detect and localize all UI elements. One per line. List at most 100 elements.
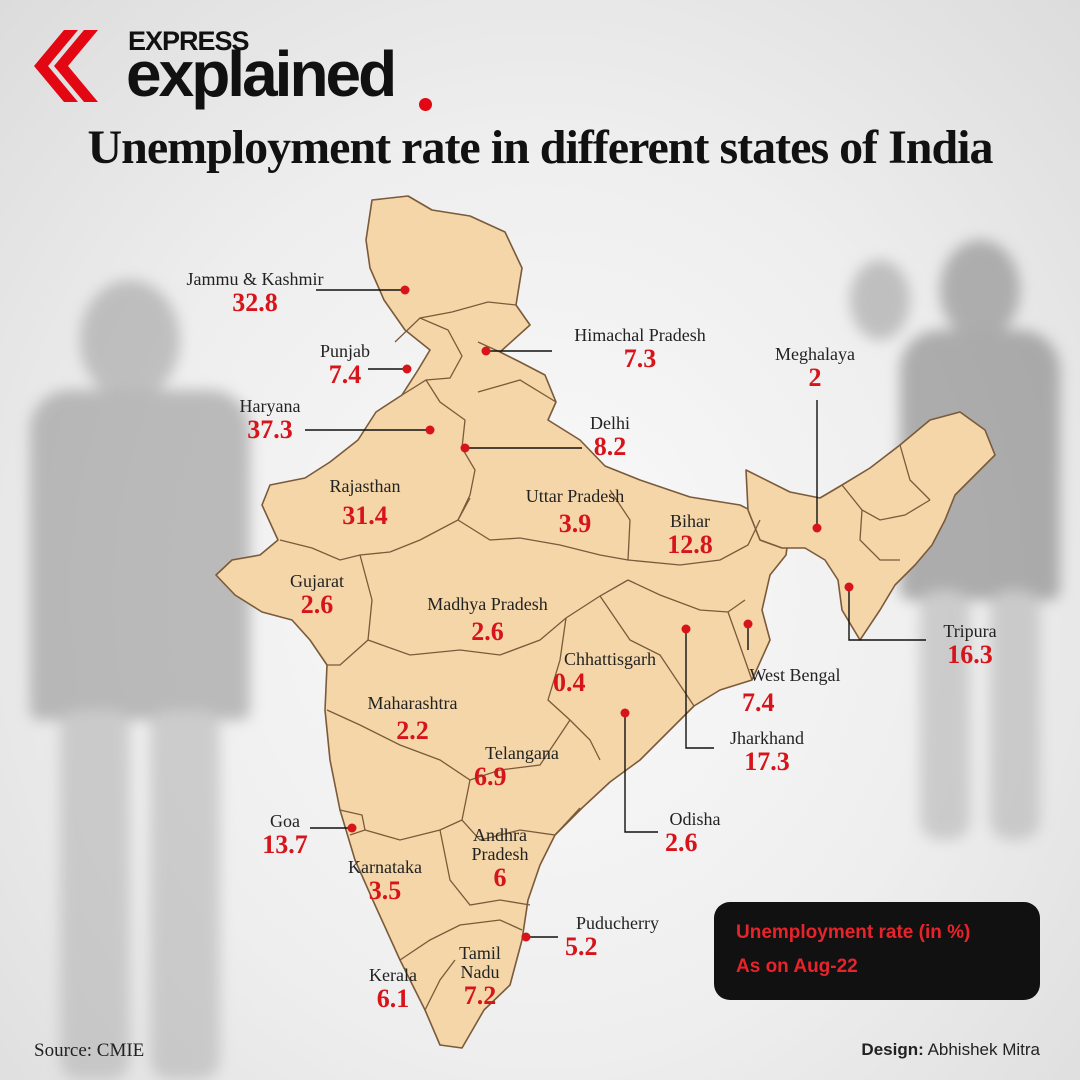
- border-rajasthan-south: [279, 497, 471, 561]
- background-figure-left: [20, 280, 260, 1080]
- border-uk: [477, 379, 557, 403]
- state-name: Madhya Pradesh: [427, 594, 548, 614]
- page-title: Unemployment rate in different states of…: [87, 121, 993, 174]
- state-value: 7.4: [328, 359, 362, 389]
- label-west-bengal: West Bengal 7.4: [730, 665, 860, 717]
- state-value: 2: [808, 362, 822, 392]
- state-value: 6.9: [474, 761, 507, 791]
- state-markers: [347, 285, 854, 942]
- state-name: Telangana: [485, 743, 559, 763]
- label-haryana: Haryana 37.3: [215, 396, 325, 444]
- logo-explained-text: explained: [126, 38, 397, 110]
- border-jk-hp: [419, 301, 517, 319]
- label-puducherry: Puducherry 5.2: [555, 913, 680, 961]
- state-value: 13.7: [262, 829, 308, 859]
- state-name: West Bengal: [749, 665, 841, 685]
- state-name: Kerala: [369, 965, 417, 985]
- border-goa: [339, 809, 366, 836]
- state-value: 6: [493, 862, 507, 892]
- state-value: 2.2: [396, 715, 429, 745]
- state-value: 12.8: [667, 529, 713, 559]
- marker-punjab: [402, 364, 412, 374]
- label-madhya-pradesh: Madhya Pradesh 2.6: [400, 594, 575, 646]
- source-credit: Source: CMIE: [34, 1040, 145, 1061]
- state-name: Chhattisgarh: [564, 649, 656, 669]
- marker-meghalaya: [812, 523, 822, 533]
- express-explained-logo: EXPRESS explained: [30, 14, 432, 114]
- state-value: 5.2: [565, 931, 598, 961]
- border-ne-1: [841, 484, 931, 521]
- india-outline: [215, 195, 996, 1049]
- state-name-line2: Nadu: [460, 961, 500, 982]
- design-credit: Design: Abhishek Mitra: [861, 1040, 1040, 1060]
- label-rajasthan: Rajasthan 31.4: [300, 476, 430, 530]
- state-value: 31.4: [342, 500, 388, 530]
- state-value: 2.6: [665, 827, 698, 857]
- label-himachal-pradesh: Himachal Pradesh 7.3: [540, 325, 740, 373]
- state-name: Jharkhand: [730, 728, 804, 748]
- state-name: Puducherry: [576, 913, 659, 933]
- marker-jammu-kashmir: [400, 285, 410, 295]
- state-value: 6.1: [376, 983, 410, 1013]
- logo-express-text: EXPRESS: [128, 26, 250, 56]
- leader-odisha: [624, 713, 658, 833]
- leader-lines: [305, 289, 926, 938]
- state-name-line2: Pradesh: [471, 843, 529, 864]
- border-karnataka: [364, 819, 463, 841]
- label-meghalaya: Meghalaya 2: [750, 344, 880, 392]
- legend-title: Unemployment rate (in %): [736, 922, 971, 943]
- mainland-outline: [215, 195, 791, 1049]
- border-mp-south: [367, 579, 629, 656]
- design-label: Design:: [861, 1040, 924, 1059]
- border-maharashtra: [326, 709, 571, 781]
- state-name: Bihar: [670, 511, 710, 531]
- state-name: Meghalaya: [775, 344, 855, 364]
- border-ne-3: [899, 444, 931, 501]
- label-telangana: Telangana 6.9: [462, 743, 582, 791]
- state-value: 7.3: [623, 343, 657, 373]
- state-name: Rajasthan: [329, 476, 401, 496]
- border-up-mp: [457, 489, 631, 561]
- state-value: 3.9: [558, 508, 592, 538]
- border-tn: [399, 919, 523, 961]
- border-ap: [439, 829, 531, 906]
- marker-goa: [347, 823, 357, 833]
- marker-odisha: [620, 708, 630, 718]
- state-name: Jammu & Kashmir: [186, 269, 324, 289]
- border-bihar: [627, 519, 761, 566]
- marker-himachal-pradesh: [481, 346, 491, 356]
- state-name: Tripura: [943, 621, 997, 641]
- label-odisha: Odisha 2.6: [655, 809, 735, 857]
- legend-date: As on Aug-22: [736, 956, 858, 977]
- state-value: 37.3: [247, 414, 293, 444]
- label-gujarat: Gujarat 2.6: [272, 571, 362, 619]
- marker-delhi: [460, 443, 470, 453]
- state-name: Maharashtra: [367, 693, 458, 713]
- state-name: Himachal Pradesh: [574, 325, 706, 345]
- label-maharashtra: Maharashtra 2.2: [340, 693, 485, 745]
- logo-chevron-mark: [34, 30, 98, 102]
- designer-name: Abhishek Mitra: [927, 1040, 1040, 1059]
- state-value: 8.2: [593, 431, 627, 461]
- label-kerala: Kerala 6.1: [358, 965, 428, 1013]
- marker-tripura: [844, 582, 854, 592]
- logo-red-dot: [419, 98, 432, 111]
- state-name: Delhi: [590, 413, 630, 433]
- northeast-outline: [745, 411, 996, 641]
- leader-tripura: [848, 587, 926, 641]
- state-name: Odisha: [669, 809, 721, 829]
- state-value: 16.3: [947, 639, 993, 669]
- marker-west-bengal: [743, 619, 753, 629]
- label-delhi: Delhi 8.2: [560, 413, 660, 461]
- border-odisha: [599, 595, 695, 707]
- state-value: 7.4: [742, 687, 775, 717]
- state-value: 7.2: [463, 980, 497, 1010]
- label-uttar-pradesh: Uttar Pradesh 3.9: [495, 486, 655, 538]
- state-name: Haryana: [239, 396, 301, 416]
- state-name: Uttar Pradesh: [525, 486, 625, 506]
- state-value: 3.5: [368, 875, 402, 905]
- state-name: Gujarat: [290, 571, 344, 591]
- leader-jharkhand: [685, 629, 714, 749]
- marker-jharkhand: [681, 624, 691, 634]
